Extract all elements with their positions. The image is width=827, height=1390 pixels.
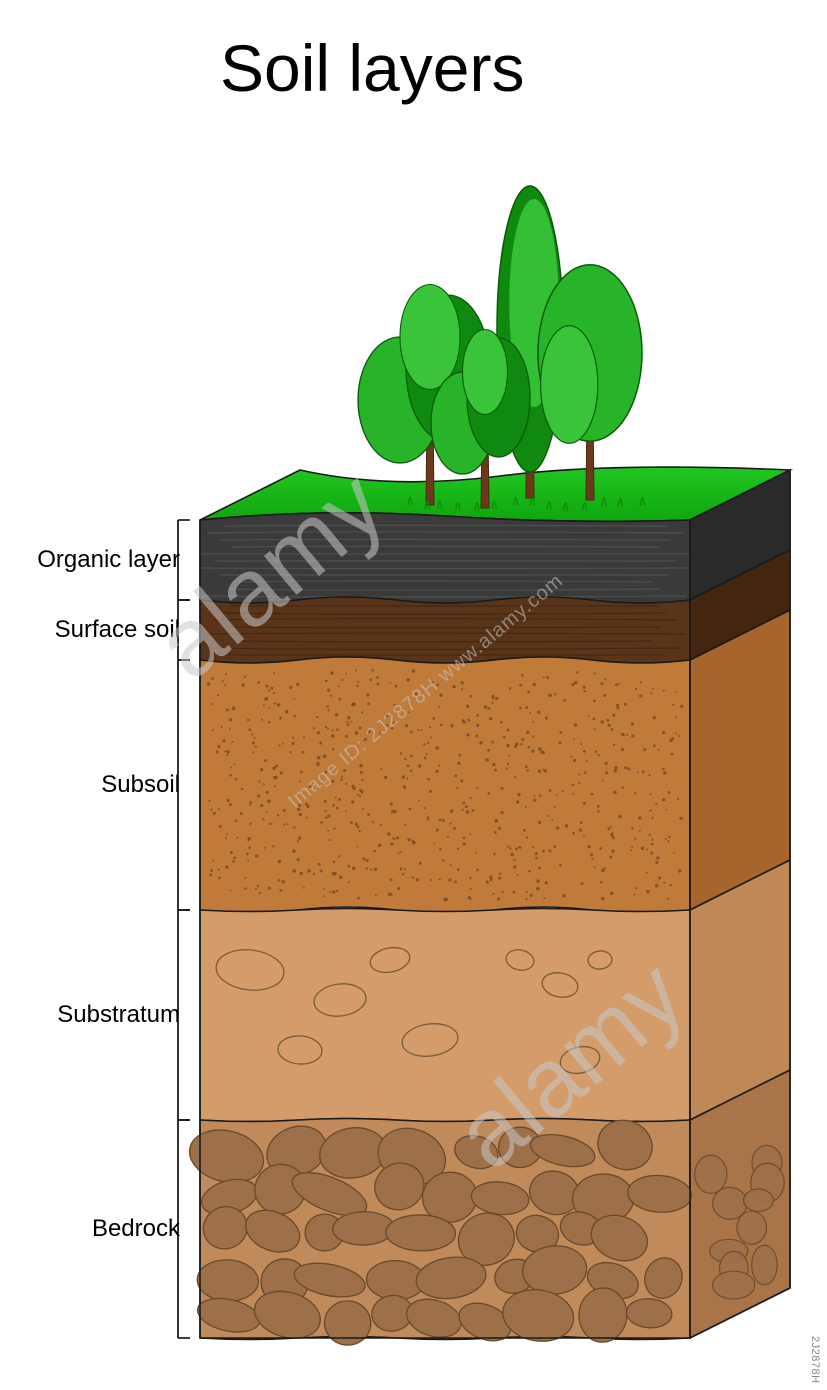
layer-side-subsoil bbox=[690, 610, 790, 910]
label-organic: Organic layer bbox=[37, 546, 180, 574]
layer-front-substratum bbox=[200, 909, 690, 1122]
diagram-title: Soil layers bbox=[220, 30, 524, 106]
stock-id: 2J2878H bbox=[809, 1336, 821, 1384]
label-substratum: Substratum bbox=[57, 1001, 180, 1029]
label-surface: Surface soil bbox=[55, 616, 180, 644]
soil-layers-diagram bbox=[0, 0, 827, 1390]
trees-group bbox=[358, 186, 644, 511]
label-subsoil: Subsoil bbox=[101, 771, 180, 799]
layer-front-surface bbox=[200, 597, 690, 663]
layer-front-subsoil bbox=[200, 657, 690, 913]
label-bedrock: Bedrock bbox=[92, 1215, 180, 1243]
